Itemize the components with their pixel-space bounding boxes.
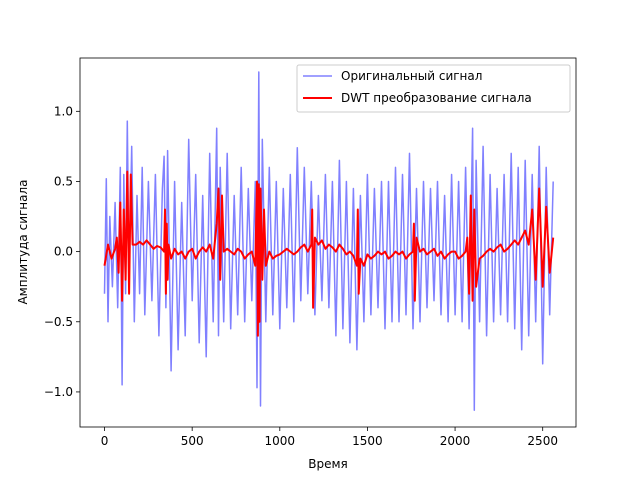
legend: Оригинальный сигнал DWT преобразование с… [296, 64, 571, 113]
y-tick-label: −0.5 [44, 315, 73, 329]
x-tick-label: 500 [181, 434, 204, 448]
x-axis: 0 500 1000 1500 2000 2500 [101, 427, 558, 448]
y-tick-label: 1.0 [54, 104, 73, 118]
x-tick-label: 1000 [265, 434, 296, 448]
y-tick-label: 0.5 [54, 174, 73, 188]
series-line-original [103, 71, 554, 411]
y-axis: −1.0 −0.5 0.0 0.5 1.0 [44, 104, 80, 399]
y-tick-label: −1.0 [44, 385, 73, 399]
x-axis-label: Время [308, 457, 348, 471]
plot-frame [79, 57, 577, 428]
legend-label-dwt: DWT преобразование сигнала [341, 91, 532, 105]
series-line-dwt [103, 170, 555, 337]
legend-label-original: Оригинальный сигнал [341, 69, 482, 83]
x-tick-label: 2000 [440, 434, 471, 448]
x-tick-label: 1500 [352, 434, 383, 448]
x-tick-label: 2500 [527, 434, 558, 448]
series-layer [103, 71, 555, 411]
y-tick-label: 0.0 [54, 245, 73, 259]
legend-box [296, 64, 571, 113]
x-tick-label: 0 [101, 434, 109, 448]
y-axis-label: Амплитуда сигнала [16, 179, 30, 304]
